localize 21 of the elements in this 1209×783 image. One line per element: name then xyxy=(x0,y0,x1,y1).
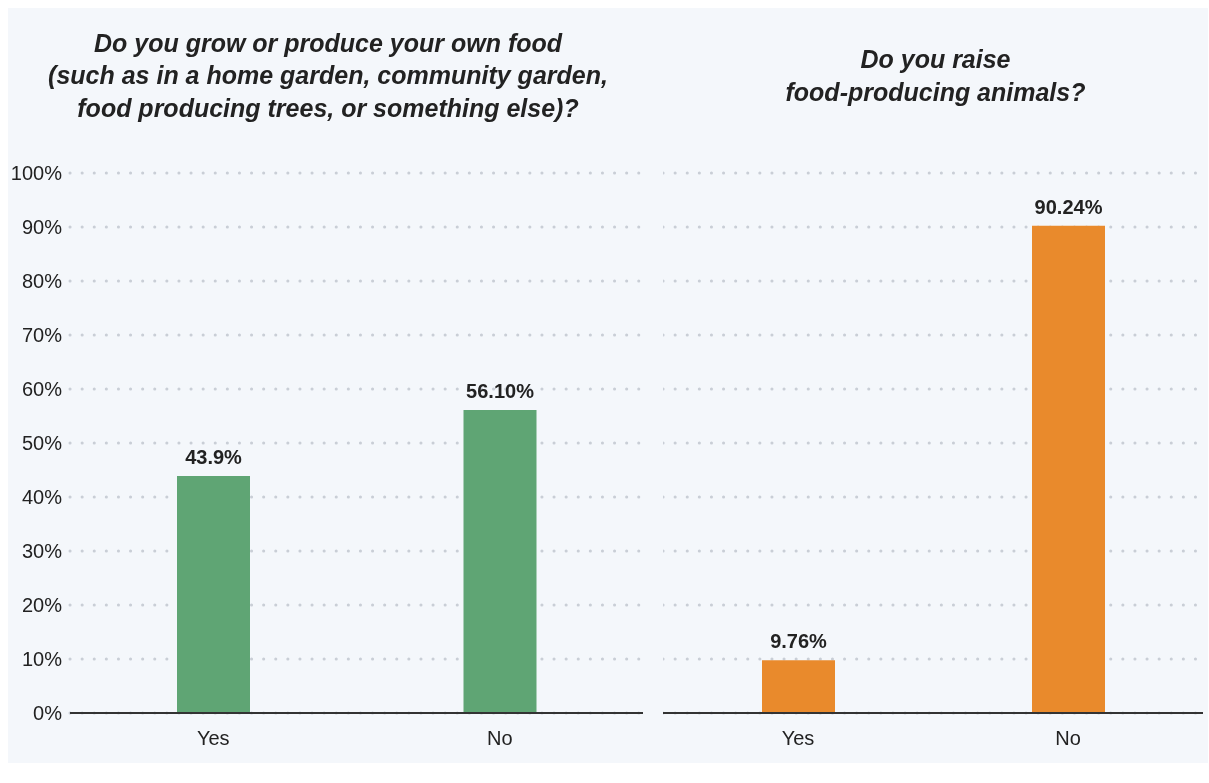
y-tick-label: 50% xyxy=(21,432,63,455)
y-tick-label: 10% xyxy=(21,648,63,671)
x-tick-label: No xyxy=(1055,727,1081,750)
data-label: 90.24% xyxy=(1034,195,1103,218)
y-tick-label: 80% xyxy=(21,270,63,293)
chart-title: Do you raise food-producing animals? xyxy=(784,44,1087,108)
y-tick-label: 100% xyxy=(10,162,63,185)
y-tick-label: 70% xyxy=(21,324,63,347)
y-tick-label: 40% xyxy=(21,486,63,509)
data-label: 9.76% xyxy=(770,630,828,653)
x-tick-label: Yes xyxy=(196,727,230,750)
data-label: 56.10% xyxy=(466,380,535,403)
y-tick-label: 60% xyxy=(21,378,63,401)
x-tick-label: Yes xyxy=(781,727,815,750)
y-tick-label: 30% xyxy=(21,540,63,563)
y-tick-label: 20% xyxy=(21,594,63,617)
y-tick-label: 90% xyxy=(21,216,63,239)
chart-title: Do you grow or produce your own food (such as in a home garden, community garden, food producing trees, or something else)? xyxy=(47,27,609,124)
data-label: 43.9% xyxy=(185,445,243,468)
y-tick-label: 0% xyxy=(33,702,63,725)
x-tick-label: No xyxy=(486,727,513,750)
